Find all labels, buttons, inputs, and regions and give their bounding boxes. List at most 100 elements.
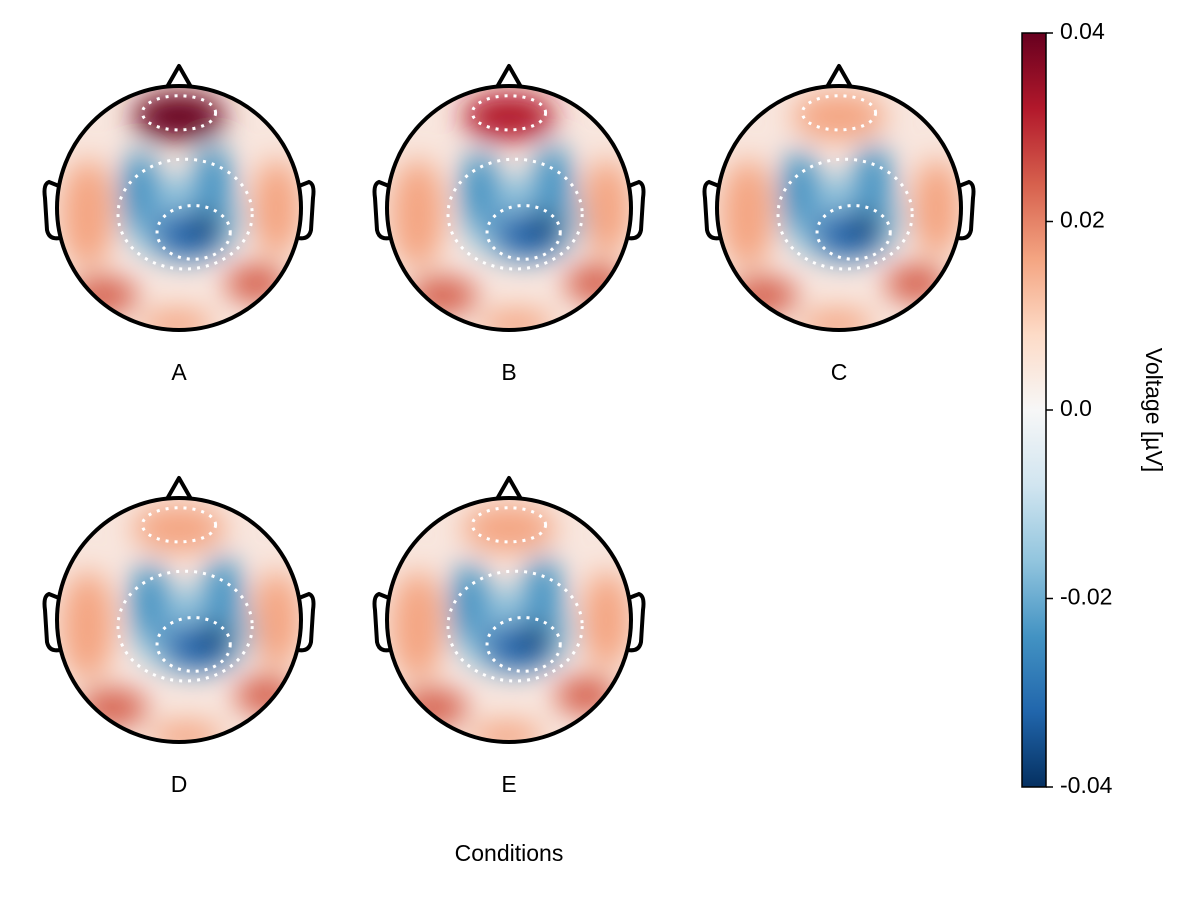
field-blobs	[390, 504, 631, 742]
contour	[155, 616, 232, 673]
field-blob	[533, 144, 573, 223]
contour	[116, 157, 254, 271]
panel-label: D	[171, 771, 188, 797]
colorbar-tick-label: -0.02	[1060, 584, 1112, 610]
ear	[372, 591, 391, 653]
field-blob	[132, 92, 226, 141]
scalp-field	[387, 86, 631, 330]
field-blob	[130, 562, 170, 641]
colorbar-label: Voltage [µV]	[1141, 348, 1167, 473]
scalp-field	[717, 86, 961, 330]
head-outline	[55, 84, 303, 332]
field-blob	[203, 556, 243, 635]
field-blob	[532, 214, 562, 239]
scalp-field	[387, 498, 631, 742]
field-blob	[523, 556, 563, 635]
ear	[42, 591, 61, 653]
head-outline	[715, 84, 963, 332]
field-blobs	[60, 504, 301, 742]
ear	[42, 179, 61, 241]
field-blob	[390, 571, 445, 681]
contour	[485, 204, 562, 261]
contour	[776, 157, 914, 271]
field-blob	[565, 264, 627, 304]
field-blobs	[60, 92, 301, 330]
field-blob	[149, 721, 223, 742]
field-blob	[799, 309, 874, 330]
field-blob	[120, 150, 160, 229]
field-blob	[60, 571, 115, 681]
scalp-field	[57, 86, 301, 330]
colorbar-tick-label: -0.04	[1060, 772, 1113, 798]
panel-label: C	[831, 359, 848, 385]
head-outline	[385, 84, 633, 332]
ear	[297, 179, 316, 241]
contour	[800, 94, 878, 132]
field-blob	[193, 144, 233, 223]
panel-label: B	[501, 359, 516, 385]
field-blob	[132, 504, 226, 553]
field-blob	[582, 571, 631, 669]
field-blob	[202, 626, 232, 651]
field-blob	[469, 721, 544, 742]
field-blob	[792, 92, 886, 141]
ear	[372, 179, 391, 241]
x-axis-label: Conditions	[455, 840, 564, 866]
ear	[702, 179, 721, 241]
topoplot	[372, 64, 646, 332]
field-blob	[479, 309, 553, 330]
field-blob	[522, 626, 552, 651]
topoplot	[372, 476, 646, 744]
ear	[957, 179, 976, 241]
field-blob	[399, 688, 468, 728]
colorbar	[1021, 32, 1047, 788]
ear	[627, 591, 646, 653]
field-blob	[235, 676, 297, 716]
field-blob	[460, 150, 500, 229]
contour	[470, 506, 548, 544]
field-blob	[69, 276, 138, 316]
field-blob	[450, 562, 490, 641]
field-blob	[582, 159, 631, 257]
field-blob	[729, 276, 798, 316]
head-outline	[385, 496, 633, 744]
field-blob	[720, 159, 775, 269]
topoplot	[42, 476, 316, 744]
field-blob	[912, 159, 961, 257]
field-blobs	[720, 92, 961, 330]
contour	[815, 204, 892, 261]
field-blob	[853, 144, 893, 223]
ear	[627, 179, 646, 241]
field-blob	[390, 159, 445, 269]
ear	[297, 591, 316, 653]
colorbar-tick-label: 0.02	[1060, 207, 1105, 233]
contour	[155, 204, 232, 261]
field-blob	[780, 150, 820, 229]
nose	[825, 64, 853, 88]
scalp-field	[57, 498, 301, 742]
nose	[495, 476, 523, 500]
contour	[140, 506, 218, 544]
colorbar-tick-label: 0.0	[1060, 395, 1092, 421]
field-blob	[252, 571, 301, 669]
head-outline	[55, 496, 303, 744]
field-blob	[139, 309, 214, 330]
contour	[116, 569, 254, 683]
contour	[470, 94, 548, 132]
field-blob	[462, 504, 556, 553]
nose	[165, 64, 193, 88]
field-blob	[252, 159, 301, 257]
contour	[485, 616, 562, 673]
nose	[495, 64, 523, 88]
panel-label: E	[501, 771, 516, 797]
contour	[140, 94, 218, 132]
contour	[446, 157, 584, 271]
contour	[446, 569, 584, 683]
field-blob	[192, 214, 222, 239]
panel-label: A	[171, 359, 187, 385]
nose	[165, 476, 193, 500]
field-blob	[852, 214, 882, 239]
topoplot	[702, 64, 976, 332]
field-blob	[60, 159, 115, 269]
